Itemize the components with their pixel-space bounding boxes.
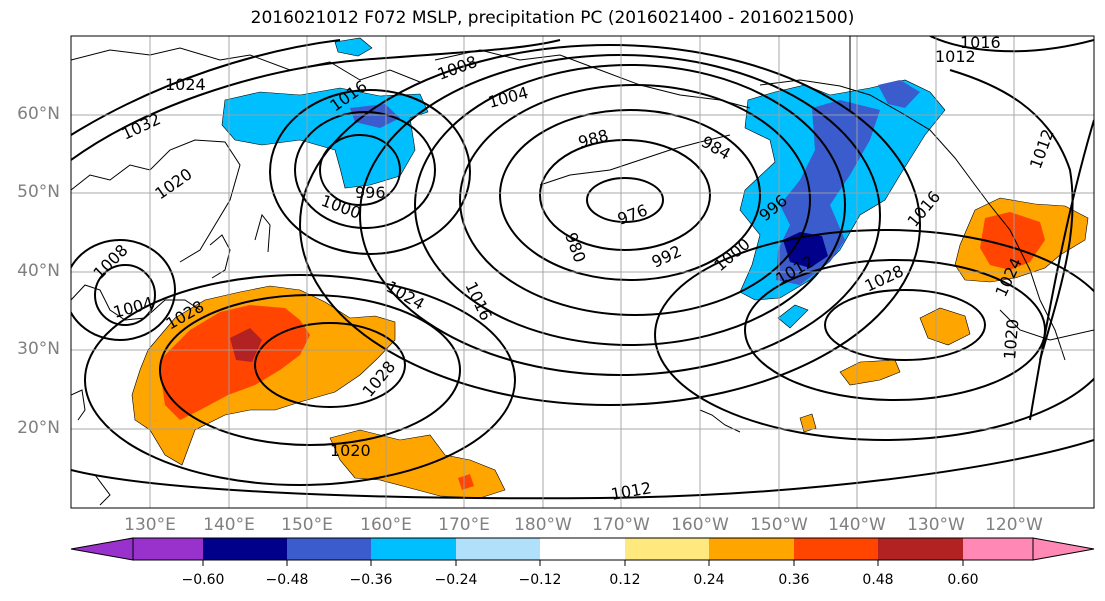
colorbar-segment	[287, 538, 371, 560]
colorbar-label: 0.60	[947, 572, 979, 588]
colorbar	[70, 537, 1095, 566]
lat-label: 30°N	[17, 339, 60, 359]
colorbar-label: 0.36	[778, 572, 810, 588]
colorbar-label: 0.24	[693, 572, 725, 588]
graticule	[71, 36, 1094, 508]
lat-label: 20°N	[17, 418, 60, 438]
colorbar-segment	[456, 538, 540, 560]
colorbar-min-extend	[70, 537, 134, 561]
colorbar-label: −0.24	[434, 572, 478, 588]
lon-label: 140°E	[203, 515, 255, 535]
lat-label: 40°N	[17, 261, 60, 281]
lon-label: 140°W	[828, 515, 886, 535]
colorbar-segment	[794, 538, 878, 560]
lon-label: 160°W	[671, 515, 729, 535]
map-frame	[70, 35, 1095, 509]
colorbar-label: −0.48	[265, 572, 309, 588]
colorbar-segment	[133, 538, 203, 560]
colorbar-segment	[203, 538, 287, 560]
isobar-label: 1020	[330, 441, 371, 460]
isobars	[71, 36, 1094, 500]
isobar-label: 1020	[1000, 318, 1022, 360]
lon-label: 120°W	[985, 515, 1043, 535]
isobar-label: 1024	[165, 75, 206, 94]
lon-label: 150°E	[281, 515, 333, 535]
colorbar-segment	[371, 538, 456, 560]
colorbar-segment	[878, 538, 963, 560]
precip-positive-northeast-pacific	[799, 197, 1089, 433]
colorbar-label: −0.60	[181, 572, 225, 588]
lat-label: 50°N	[17, 182, 60, 202]
lon-label: 160°E	[360, 515, 412, 535]
colorbar-outline	[132, 537, 1034, 561]
colorbar-label: 0.12	[609, 572, 641, 588]
isobar-label: 1016	[960, 33, 1001, 52]
colorbar-label: −0.36	[349, 572, 393, 588]
colorbar-segment	[540, 538, 625, 560]
lon-label: 180°W	[514, 515, 572, 535]
colorbar-label: 0.48	[862, 572, 894, 588]
colorbar-segment	[709, 538, 794, 560]
map-title: 2016021012 F072 MSLP, precipitation PC (…	[250, 8, 855, 28]
colorbar-segment	[625, 538, 709, 560]
lon-label: 170°W	[592, 515, 650, 535]
colorbar-segment	[963, 538, 1033, 560]
lon-label: 170°E	[438, 515, 490, 535]
colorbar-label: −0.12	[518, 572, 562, 588]
isobar-label: 1012	[935, 47, 976, 66]
lat-label: 60°N	[17, 104, 60, 124]
colorbar-max-extend	[1032, 537, 1095, 561]
lon-label: 130°E	[124, 515, 176, 535]
isobar-label: 996	[355, 183, 386, 202]
lon-label: 130°W	[907, 515, 965, 535]
lon-label: 150°W	[750, 515, 808, 535]
